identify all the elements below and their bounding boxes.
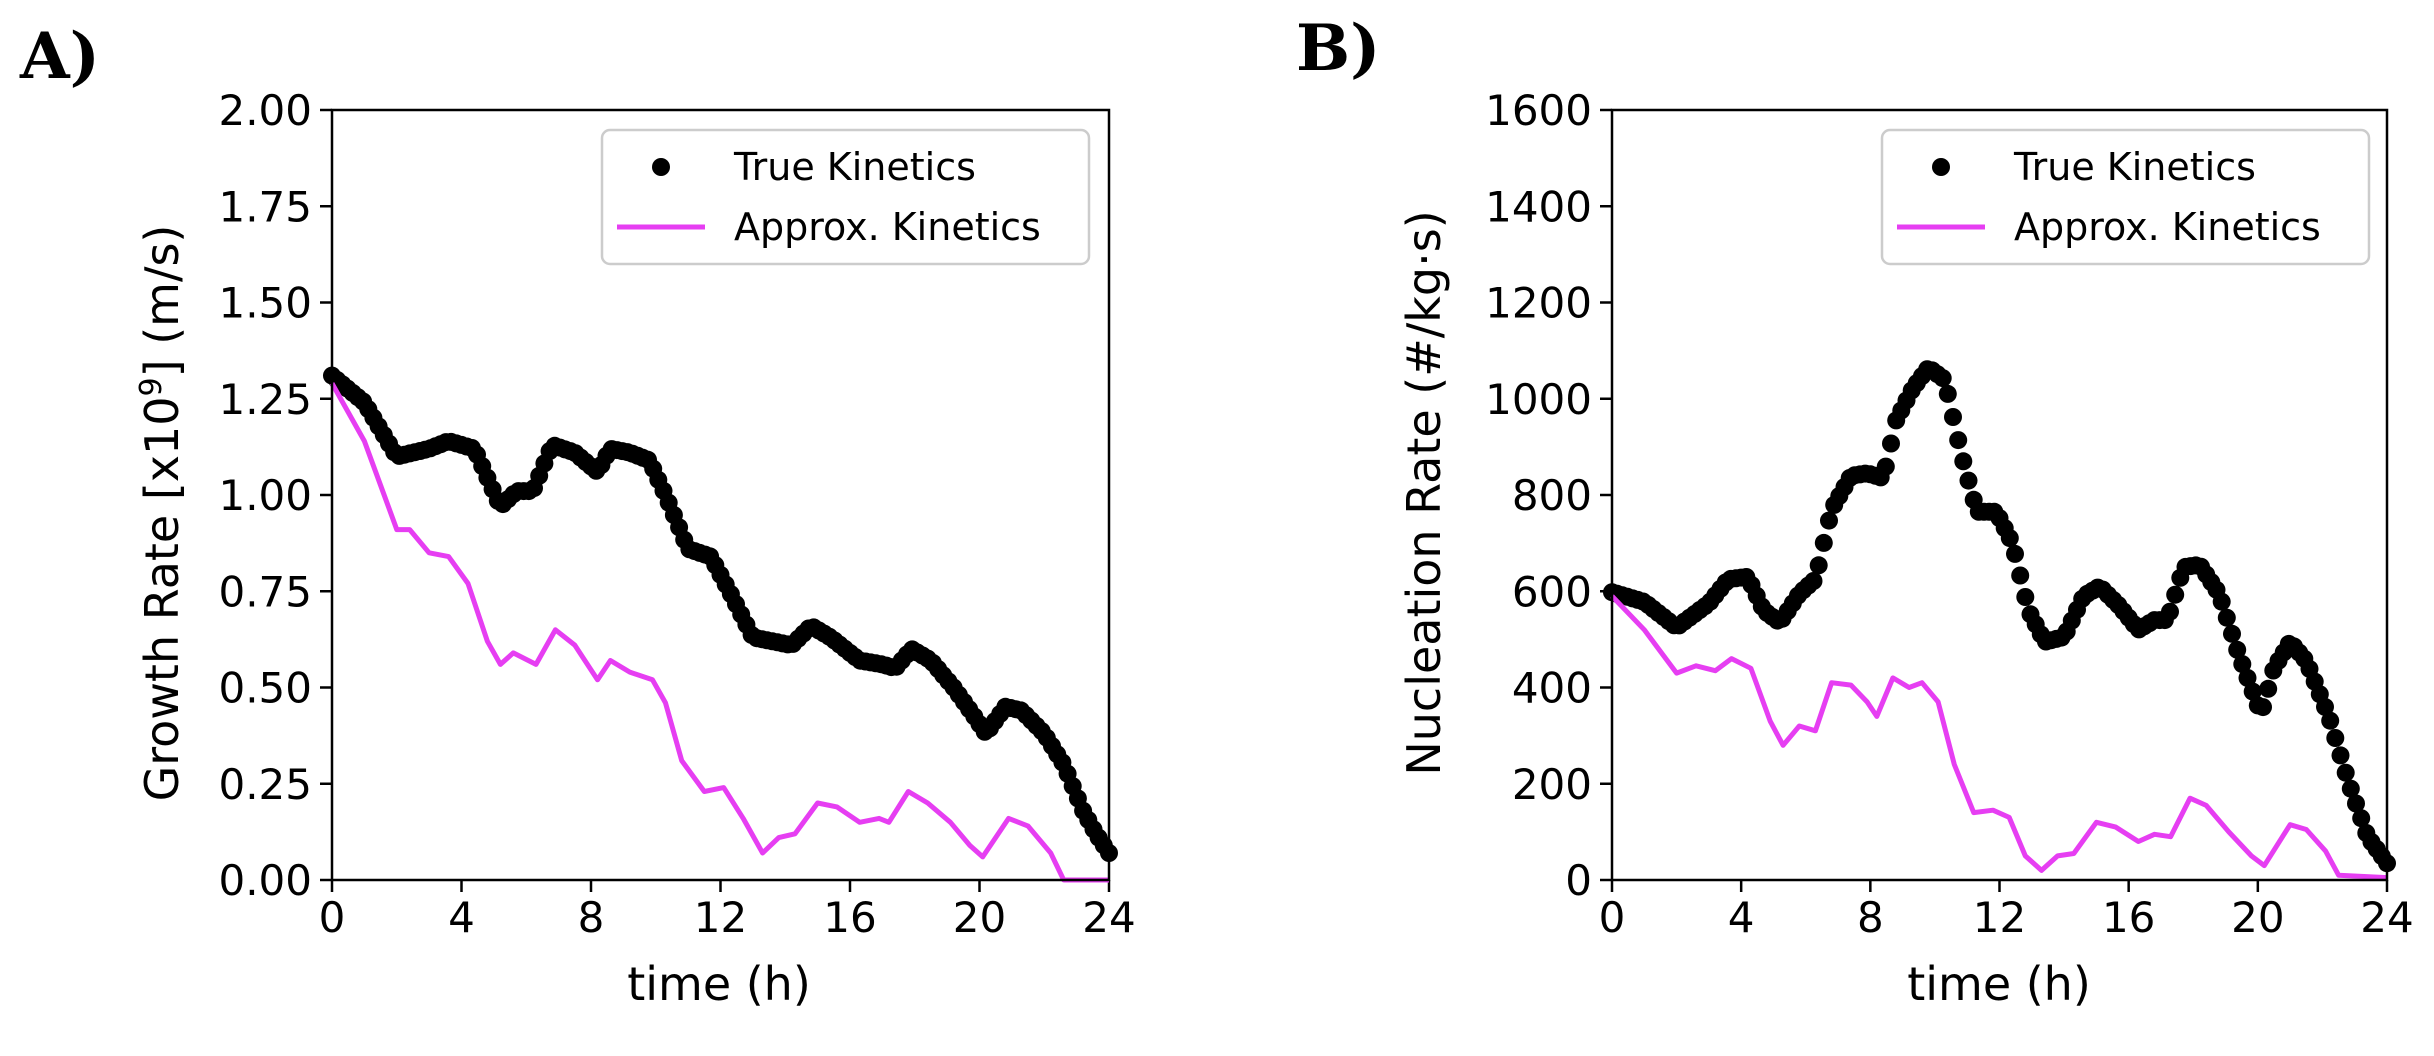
data-point-true-kinetics: [2166, 585, 2185, 604]
series-line-approx-kinetics: [1610, 594, 2388, 881]
data-point-true-kinetics: [2316, 697, 2334, 716]
y-tick-label: 1600: [1485, 86, 1592, 135]
y-tick-label: 2.00: [218, 86, 312, 135]
data-point-true-kinetics: [1804, 572, 1823, 590]
y-tick-label: 1.25: [218, 375, 312, 424]
data-point-true-kinetics: [2243, 682, 2262, 701]
y-tick-label: 1.75: [218, 182, 312, 231]
x-tick-label: 20: [2231, 893, 2284, 942]
data-point-true-kinetics: [1949, 431, 1968, 450]
growth-rate-chart: A) Growth Rate [x109] (m/s) time (h) 0 4 8…: [19, 19, 1136, 1011]
data-point-true-kinetics: [1959, 471, 1978, 490]
data-point-true-kinetics: [2228, 640, 2247, 659]
data-point-true-kinetics: [2217, 608, 2236, 627]
y-tick-label: 200: [1512, 760, 1592, 809]
data-point-true-kinetics: [2006, 544, 2024, 563]
plot-frame-nucleation: [1610, 108, 2389, 882]
y-tick-label: 400: [1512, 664, 1592, 713]
data-point-true-kinetics: [2347, 794, 2365, 813]
data-point-true-kinetics: [2336, 763, 2355, 782]
axis-title-x-growth: time (h): [627, 957, 811, 1011]
x-tick-label: 4: [448, 893, 475, 942]
data-point-true-kinetics: [1882, 434, 1900, 453]
data-point-true-kinetics: [2212, 592, 2231, 611]
y-tick-label: 0.00: [218, 856, 312, 905]
data-point-true-kinetics: [1938, 384, 1957, 403]
x-tick-label: 8: [578, 893, 605, 942]
panel-label-b: B): [1296, 11, 1380, 86]
y-tick-label: 800: [1512, 471, 1592, 520]
ylabel-prefix: Growth Rate [x10: [135, 396, 189, 801]
x-tick-label: 20: [953, 893, 1006, 942]
data-point-true-kinetics: [2341, 779, 2360, 798]
x-tick-label: 4: [1728, 893, 1755, 942]
data-point-true-kinetics: [2259, 679, 2278, 698]
series-line-approx-kinetics: [329, 382, 1109, 883]
ylabel-suffix: ] (m/s): [135, 225, 189, 378]
y-tick-label: 1000: [1485, 375, 1592, 424]
y-tick-label: 1400: [1485, 182, 1592, 231]
legend-label-true: True Kinetics: [2013, 145, 2256, 189]
nucleation-rate-chart: B) Nucleation Rate (#/kg·s) time (h) 0 4 8…: [1296, 11, 2414, 1011]
y-tick-label: 1.00: [218, 471, 312, 520]
data-point-true-kinetics: [1933, 369, 1952, 388]
x-tick-label: 0: [319, 893, 346, 942]
x-tick-label: 16: [823, 893, 876, 942]
data-point-true-kinetics: [1809, 556, 1828, 575]
legend-growth: True Kinetics Approx. Kinetics: [600, 128, 1091, 266]
data-point-true-kinetics: [2016, 588, 2035, 606]
y-tick-label: 600: [1512, 567, 1592, 616]
data-point-true-kinetics: [2011, 566, 2030, 585]
legend-box-growth: [600, 128, 1091, 266]
data-point-true-kinetics: [2223, 624, 2241, 643]
data-point-true-kinetics: [2000, 529, 2019, 548]
legend-label-approx: Approx. Kinetics: [2014, 205, 2321, 249]
data-point-true-kinetics: [1876, 457, 1895, 476]
panel-label-a: A): [19, 19, 100, 94]
y-tick-label: 1.50: [218, 279, 312, 328]
legend-marker-true: [1932, 158, 1950, 176]
data-point-true-kinetics: [1954, 452, 1973, 471]
data-point-true-kinetics: [2238, 668, 2257, 687]
legend-box-nucleation: [1880, 128, 2371, 266]
data-point-true-kinetics: [2254, 698, 2272, 717]
y-tick-label: 0: [1565, 856, 1592, 905]
x-tick-label: 12: [1973, 893, 2026, 942]
legend-label-approx: Approx. Kinetics: [734, 205, 1041, 249]
data-point-true-kinetics: [1820, 511, 1838, 530]
data-point-true-kinetics: [1944, 408, 1962, 426]
x-tick-label: 8: [1857, 893, 1884, 942]
x-tick-label: 16: [2102, 893, 2155, 942]
x-tick-label: 12: [694, 893, 747, 942]
axis-title-x-nucleation: time (h): [1907, 957, 2091, 1011]
axis-title-y-growth: Growth Rate [x109] (m/s): [134, 225, 190, 802]
data-point-true-kinetics: [1814, 533, 1833, 552]
legend-nucleation: True Kinetics Approx. Kinetics: [1880, 128, 2371, 266]
ylabel-sup: 9: [134, 377, 169, 396]
x-tick-label: 24: [2360, 893, 2413, 942]
data-point-true-kinetics: [2331, 746, 2350, 765]
svg-text:Growth Rate [x109] (m/s): Growth Rate [x109] (m/s): [134, 225, 190, 802]
data-point-true-kinetics: [2326, 729, 2345, 747]
y-tick-label: 0.50: [218, 664, 312, 713]
data-point-true-kinetics: [2321, 711, 2340, 730]
data-point-true-kinetics: [2161, 602, 2179, 621]
data-point-true-kinetics: [2352, 809, 2371, 828]
y-tick-label: 0.75: [218, 567, 312, 616]
y-tick-label: 0.25: [218, 760, 312, 809]
axis-title-y-nucleation: Nucleation Rate (#/kg·s): [1397, 210, 1451, 775]
legend-marker-true: [652, 158, 670, 176]
y-tick-label: 1200: [1485, 279, 1592, 328]
plot-frame-growth: [330, 108, 1111, 882]
legend-label-true: True Kinetics: [733, 145, 976, 189]
data-point-true-kinetics: [2233, 655, 2252, 674]
x-tick-label: 0: [1599, 893, 1626, 942]
x-tick-label: 24: [1082, 893, 1135, 942]
